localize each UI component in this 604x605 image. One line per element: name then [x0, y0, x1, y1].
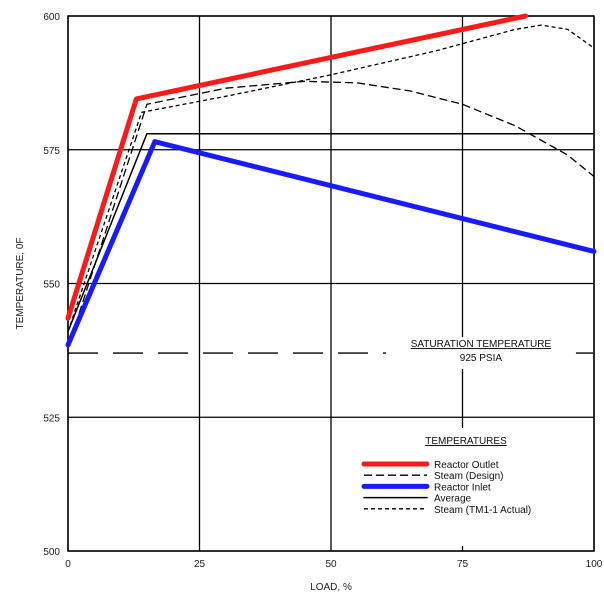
- pressure-label: 925 PSIA: [460, 353, 503, 364]
- x-tick-label: 100: [586, 559, 603, 570]
- y-tick-label: 575: [43, 146, 60, 157]
- x-tick-label: 50: [325, 559, 337, 570]
- legend-label: Steam (TM1-1 Actual): [434, 505, 531, 516]
- plot-frame: [67, 15, 595, 552]
- y-axis-label: TEMPERATURE, 0F: [15, 237, 26, 329]
- y-tick-label: 600: [43, 12, 60, 23]
- tick-labels: 0 25 50 75 100 500 525 550 575 600: [43, 12, 602, 570]
- series-line-reactor-outlet: [65, 13, 529, 321]
- y-tick-label: 525: [43, 413, 60, 424]
- legend-label: Steam (Design): [434, 471, 503, 482]
- saturation-label: SATURATION TEMPERATURE: [411, 339, 552, 350]
- series-line-steam-tm1-1-actual: [67, 24, 595, 332]
- legend-title: TEMPERATURES: [425, 436, 507, 447]
- legend-label: Reactor Outlet: [434, 460, 499, 471]
- legend-label: Average: [434, 494, 472, 505]
- annotation-background: [385, 337, 576, 370]
- saturation-temperature-annotation: SATURATION TEMPERATURE 925 PSIA: [68, 337, 594, 370]
- x-axis-label: LOAD, %: [310, 582, 352, 593]
- series-line-reactor-inlet: [65, 139, 597, 348]
- y-tick-label: 550: [43, 280, 60, 291]
- series-line-steam-design: [67, 80, 595, 348]
- x-tick-label: 75: [457, 559, 469, 570]
- x-tick-label: 25: [194, 559, 206, 570]
- y-tick-label: 500: [43, 547, 60, 558]
- x-tick-label: 0: [65, 559, 71, 570]
- legend-label: Reactor Inlet: [434, 482, 491, 493]
- series-layer: [65, 13, 597, 348]
